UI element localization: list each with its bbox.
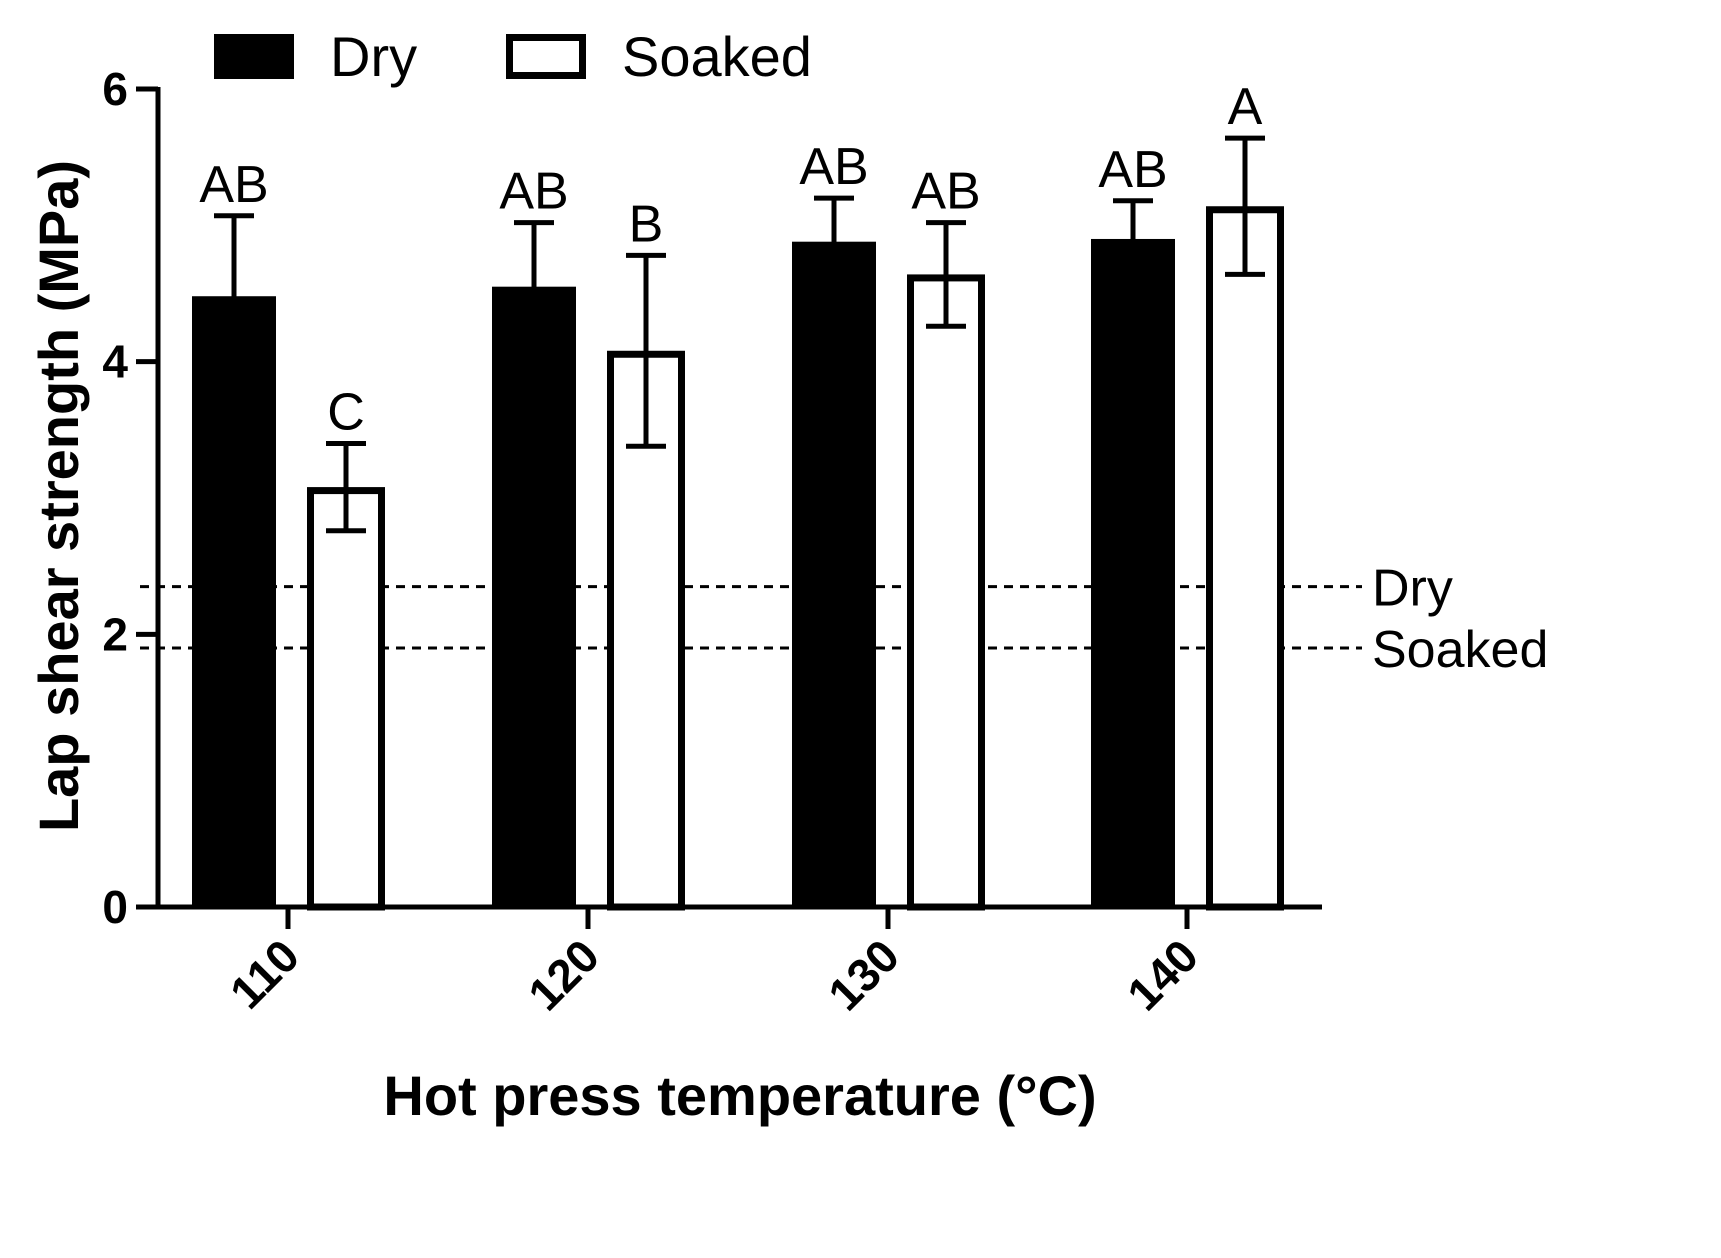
significance-label-dry-140: AB — [1098, 141, 1167, 199]
legend: Dry Soaked — [214, 25, 812, 88]
significance-label-dry-110: AB — [199, 156, 268, 214]
bar-soaked-130 — [907, 274, 985, 911]
x-tick-label-130: 130 — [818, 929, 909, 1020]
bar-dry-140 — [1091, 238, 1175, 907]
legend-swatch-soaked — [506, 34, 586, 79]
x-tick-label-120: 120 — [518, 929, 609, 1020]
bar-soaked-140 — [1206, 206, 1284, 911]
legend-swatch-dry — [214, 34, 294, 79]
y-tick-label-6: 6 — [102, 63, 128, 115]
x-tick-label-140: 140 — [1117, 929, 1208, 1020]
bar-dry-120 — [492, 286, 576, 907]
reference-label-soaked: Soaked — [1372, 621, 1548, 679]
axis-titles: Hot press temperature (°C) Lap shear stre… — [27, 160, 1097, 1127]
x-axis-title: Hot press temperature (°C) — [383, 1064, 1096, 1127]
significance-label-soaked-140: A — [1228, 78, 1263, 136]
reference-label-dry: Dry — [1372, 560, 1453, 618]
bar-dry-110 — [192, 296, 276, 907]
x-tick-label-110: 110 — [220, 929, 309, 1018]
significance-label-dry-130: AB — [799, 138, 868, 196]
bars: AB C AB B AB AB AB A — [192, 78, 1284, 911]
legend-label-dry: Dry — [330, 25, 417, 88]
y-tick-label-2: 2 — [102, 608, 128, 660]
legend-label-soaked: Soaked — [622, 25, 812, 88]
significance-label-soaked-130: AB — [911, 163, 980, 221]
bar-soaked-110 — [307, 487, 385, 911]
y-tick-label-4: 4 — [102, 336, 128, 388]
y-axis-title: Lap shear strength (MPa) — [27, 160, 90, 832]
significance-label-soaked-110: C — [327, 383, 365, 441]
y-tick-label-0: 0 — [102, 881, 128, 933]
significance-label-dry-120: AB — [499, 163, 568, 221]
bar-dry-130 — [792, 241, 876, 907]
significance-label-soaked-120: B — [629, 195, 664, 253]
